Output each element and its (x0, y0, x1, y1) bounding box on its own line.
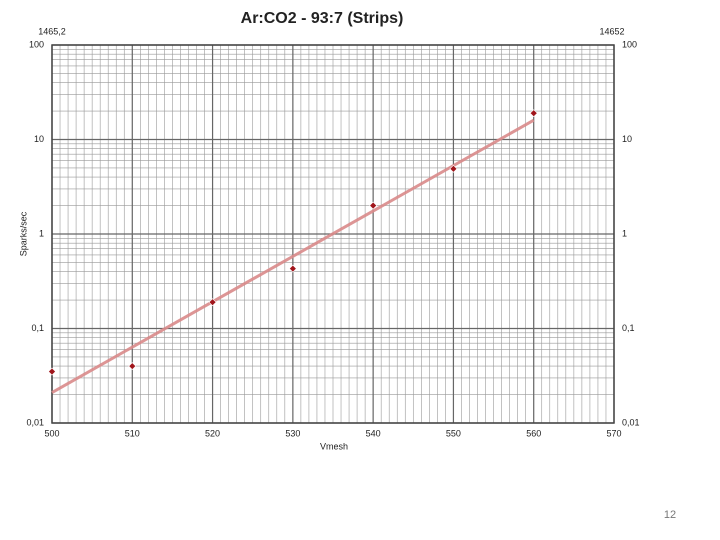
x-tick-label: 530 (285, 428, 300, 438)
y-tick-label: 1 (39, 228, 44, 238)
y-tick-label: 10 (34, 134, 44, 144)
data-point (369, 201, 378, 210)
x-tick-label: 540 (366, 428, 381, 438)
x-tick-label: 510 (125, 428, 140, 438)
x-tick-label: 500 (44, 428, 59, 438)
x-axis-label: Vmesh (320, 441, 348, 451)
annotation: 1465,2 (38, 26, 66, 36)
y2-tick-label: 0,1 (622, 323, 635, 333)
data-point (449, 164, 458, 173)
chart-title: Ar:CO2 - 93:7 (Strips) (241, 10, 404, 27)
x-tick-label: 520 (205, 428, 220, 438)
y2-tick-label: 1 (622, 228, 627, 238)
x-tick-label: 550 (446, 428, 461, 438)
y2-tick-label: 100 (622, 39, 637, 49)
x-tick-label: 570 (606, 428, 621, 438)
page-number: 12 (664, 509, 676, 521)
data-point (208, 298, 217, 307)
plot-frame (51, 44, 615, 424)
y-tick-label: 100 (29, 39, 44, 49)
y-tick-label: 0,1 (31, 323, 44, 333)
x-tick-label: 560 (526, 428, 541, 438)
y-tick-label: 0,01 (26, 417, 44, 427)
y2-tick-label: 10 (622, 134, 632, 144)
y2-tick-label: 0,01 (622, 417, 640, 427)
annotation: 14652 (599, 26, 624, 36)
y-axis-label: Sparks/sec (18, 211, 28, 256)
data-point (48, 367, 56, 376)
data-point (288, 264, 297, 273)
data-point (529, 109, 538, 118)
data-point (128, 362, 137, 371)
